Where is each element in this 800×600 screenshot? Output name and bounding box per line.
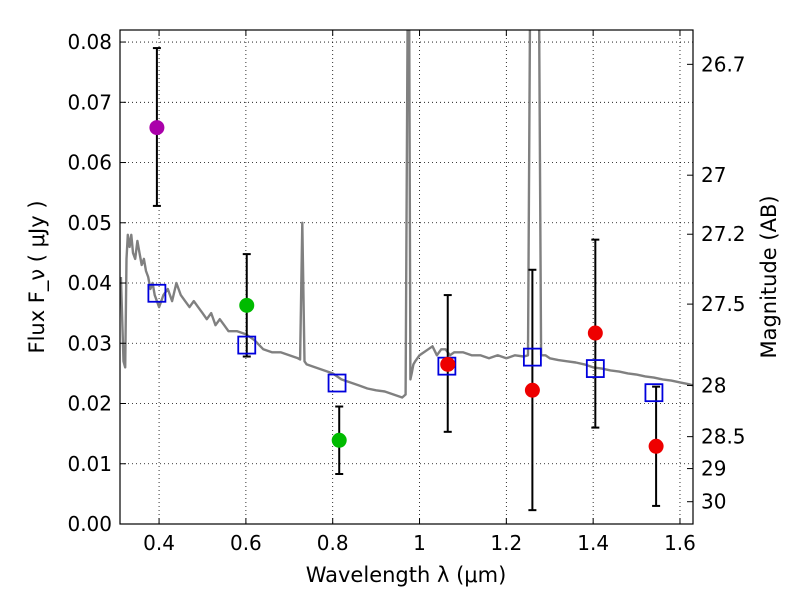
x-tick-label: 1 [413,531,426,555]
ticks: 0.4 0.6 0.8 1 1.2 1.4 1.6 0.00 0.01 0.02 0.03 0.04 0… [67,30,746,555]
model-photometry-point [585,359,605,378]
model-photometry-point [147,283,167,303]
y-axis-label-text: Flux F_ν ( μJy ) [25,200,50,353]
x-tick-label: 0.6 [230,531,262,555]
right-tick-label: 27.2 [701,222,746,246]
model-layer [120,30,693,399]
observed-photometry-point [331,432,347,448]
right-tick-label: 28 [701,373,726,397]
y-tick-label: 0.06 [67,151,112,175]
observed-photometry-point [524,382,540,398]
y-tick-label: 0.00 [67,512,112,536]
model-sed-line [120,30,693,399]
plot-frame [119,29,694,525]
right-tick-label: 29 [701,457,726,481]
observed-photometry-point [239,297,255,313]
right-tick-label: 30 [701,490,726,514]
observed-points-layer [149,120,664,454]
observed-photometry-point [149,120,165,136]
y2-axis-label: Magnitude (AB) [757,195,781,358]
right-tick-label: 26.7 [701,52,746,76]
model-photometry-point [644,383,664,403]
model-photometry-point [237,335,257,355]
x-tick-label: 1.2 [490,531,522,555]
model-photometry-point [327,373,347,393]
y-tick-label: 0.02 [67,392,112,416]
y-tick-label: 0.05 [67,211,112,235]
model-photometry-point [522,347,542,367]
x-tick-label: 1.6 [664,531,696,555]
model-points-layer [147,283,664,403]
x-tick-label: 1.4 [577,531,609,555]
y-tick-label: 0.01 [67,452,112,476]
y2-axis-label-text: Magnitude (AB) [757,195,781,358]
x-tick-label: 0.8 [317,531,349,555]
y-tick-label: 0.07 [67,90,112,114]
x-axis-label: Wavelength λ (μm) [306,563,507,587]
right-tick-label: 28.5 [701,425,746,449]
x-tick-label: 0.4 [143,531,175,555]
observed-photometry-point [587,325,603,341]
x-axis-label-text: Wavelength λ (μm) [306,563,507,587]
y-axis-label: Flux F_ν ( μJy ) [25,200,50,353]
y-tick-label: 0.03 [67,331,112,355]
y-tick-label: 0.08 [67,30,112,54]
observed-photometry-point [440,356,456,372]
observed-photometry-point [648,438,664,454]
right-tick-label: 27 [701,163,726,187]
y-tick-label: 0.04 [67,271,112,295]
right-tick-label: 27.5 [701,292,746,316]
